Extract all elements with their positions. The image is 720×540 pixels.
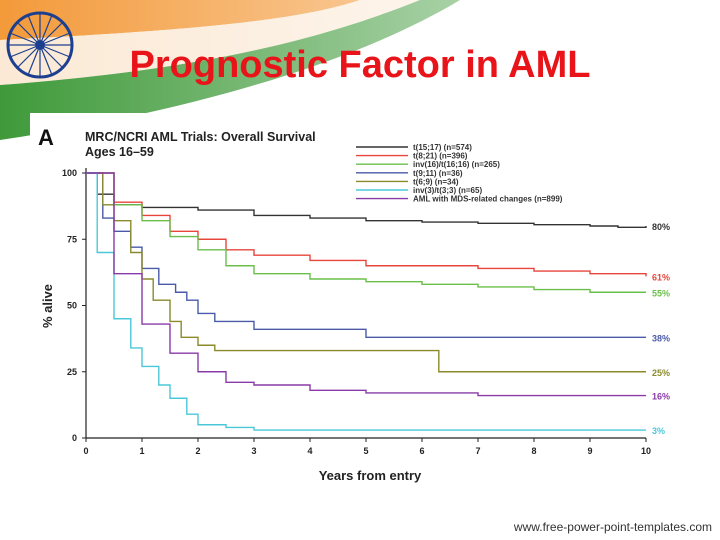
x-tick-label: 2 xyxy=(195,446,200,456)
end-label-3: 55% xyxy=(652,288,670,298)
y-axis-label: % alive xyxy=(40,284,55,328)
legend-entry-4: t(9;11) (n=36) xyxy=(413,169,463,178)
x-axis-label: Years from entry xyxy=(319,468,422,483)
flag-wave-graphic xyxy=(0,0,720,150)
chart-title: MRC/NCRI AML Trials: Overall Survival xyxy=(85,130,316,144)
series-layer: 80% 61% 55% 38% 25% 3% 16% xyxy=(86,172,670,436)
y-tick-label: 75 xyxy=(67,234,77,244)
x-tick-label: 10 xyxy=(641,446,651,456)
end-label-2: 61% xyxy=(652,272,670,282)
series-line-6 xyxy=(86,172,646,431)
end-label-1: 80% xyxy=(652,222,670,232)
legend-entry-7: AML with MDS-related changes (n=899) xyxy=(413,195,563,204)
y-tick-label: 50 xyxy=(67,301,77,311)
legend-entry-3: inv(16)/t(16;16) (n=265) xyxy=(413,160,500,169)
x-tick-label: 5 xyxy=(363,446,368,456)
series-line-4 xyxy=(86,172,646,338)
x-tick-label: 6 xyxy=(419,446,424,456)
end-label-4: 38% xyxy=(652,333,670,343)
y-tick-label: 0 xyxy=(72,433,77,443)
x-tick-label: 1 xyxy=(139,446,144,456)
x-tick-label: 4 xyxy=(307,446,312,456)
footer-url: www.free-power-point-templates.com xyxy=(513,520,712,534)
chart-svg: A MRC/NCRI AML Trials: Overall Survival … xyxy=(38,125,670,483)
legend-entry-6: inv(3)/t(3;3) (n=65) xyxy=(413,186,482,195)
chart-subtitle: Ages 16–59 xyxy=(85,145,154,159)
series-line-2 xyxy=(86,172,647,277)
legend: t(15;17) (n=574)t(8;21) (n=396)inv(16)/t… xyxy=(356,143,563,204)
panel-label: A xyxy=(38,125,54,150)
legend-entry-2: t(8;21) (n=396) xyxy=(413,152,468,161)
x-tick-label: 7 xyxy=(475,446,480,456)
y-tick-label: 25 xyxy=(67,367,77,377)
survival-chart: A MRC/NCRI AML Trials: Overall Survival … xyxy=(30,113,690,493)
x-tick-label: 0 xyxy=(83,446,88,456)
legend-entry-1: t(15;17) (n=574) xyxy=(413,143,472,152)
series-line-7 xyxy=(86,172,646,397)
x-tick-label: 9 xyxy=(587,446,592,456)
series-line-5 xyxy=(86,172,646,373)
y-tick-label: 100 xyxy=(62,168,77,178)
end-label-5: 25% xyxy=(652,368,670,378)
x-tick-label: 3 xyxy=(251,446,256,456)
series-line-3 xyxy=(86,172,646,293)
india-flag-background xyxy=(0,0,720,150)
slide-title: Prognostic Factor in AML xyxy=(129,44,591,86)
end-label-6: 3% xyxy=(652,426,665,436)
end-label-7: 16% xyxy=(652,392,670,402)
x-tick-label: 8 xyxy=(531,446,536,456)
legend-entry-5: t(6;9) (n=34) xyxy=(413,177,459,186)
